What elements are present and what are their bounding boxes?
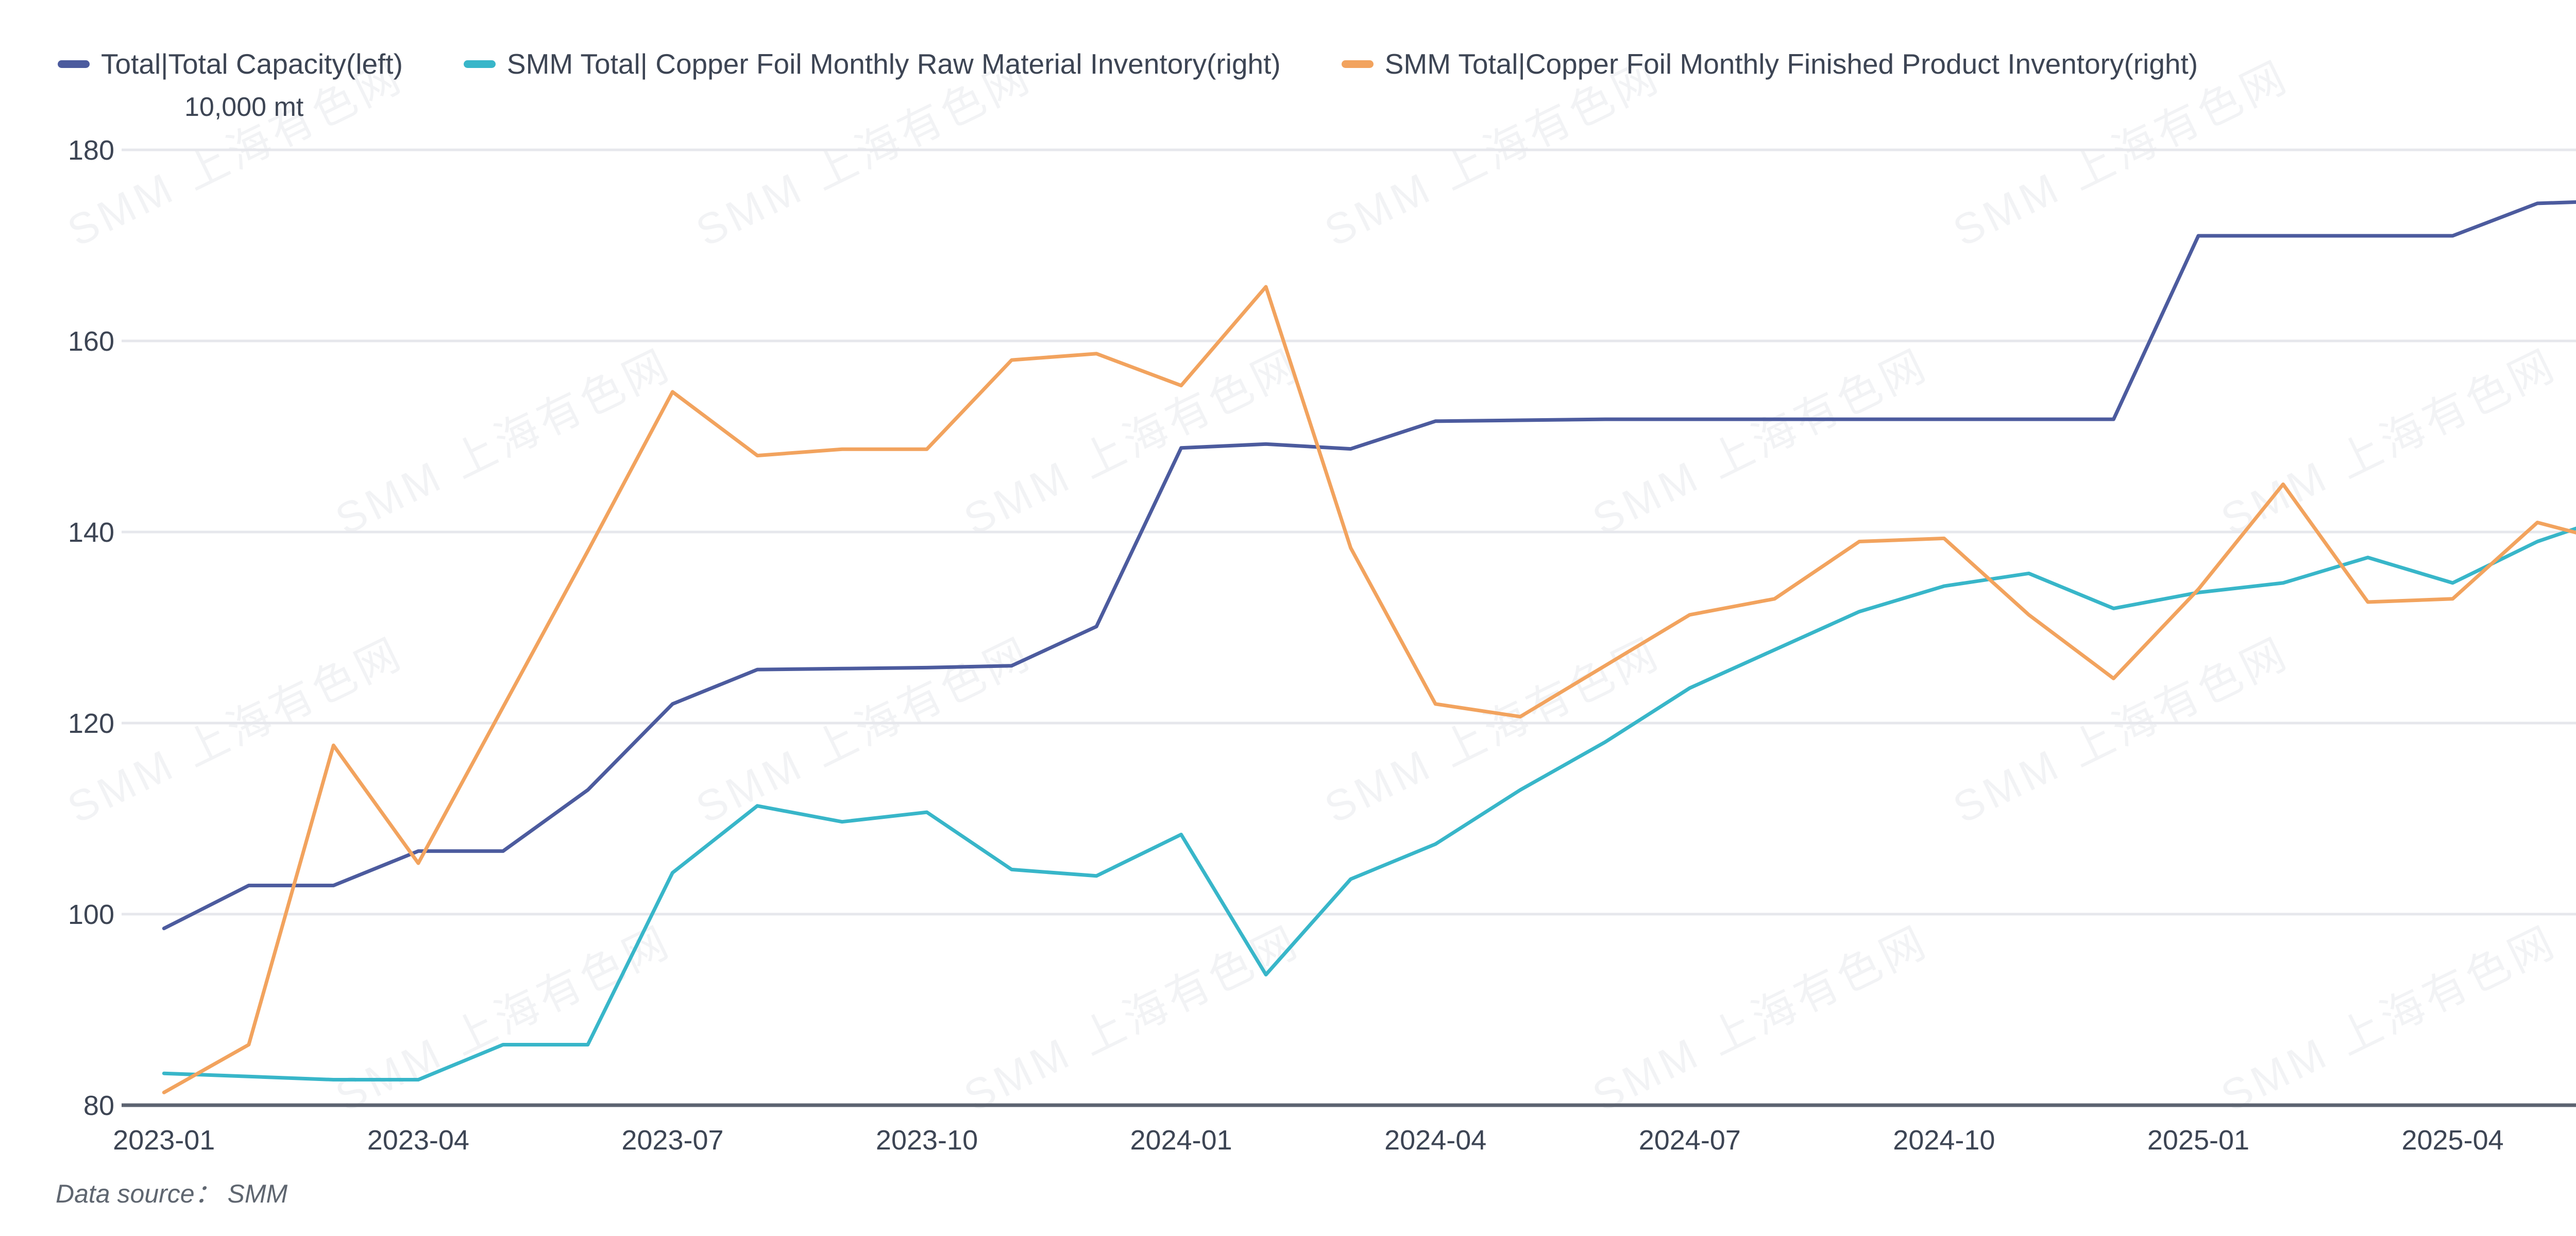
watermark: SMM 上海有色网 <box>2214 917 2565 1121</box>
legend-swatch-total-capacity <box>58 60 90 68</box>
x-axis-label: 2025-01 <box>2147 1125 2249 1156</box>
watermark: SMM 上海有色网 <box>689 52 1040 255</box>
watermark: SMM 上海有色网 <box>328 340 679 544</box>
left-axis-unit-label: 10,000 mt <box>184 92 304 122</box>
x-axis-label: 2024-10 <box>1893 1125 1995 1156</box>
y-axis-label-left: 120 <box>68 708 114 739</box>
watermark: SMM 上海有色网 <box>1946 52 2297 255</box>
legend: Total|Total Capacity(left) SMM Total| Co… <box>58 47 2198 80</box>
watermark: SMM 上海有色网 <box>689 628 1040 832</box>
watermark: SMM 上海有色网 <box>1585 340 1936 544</box>
watermark: SMM 上海有色网 <box>957 917 1308 1121</box>
watermark: SMM 上海有色网 <box>957 340 1308 544</box>
legend-swatch-raw-material-inventory <box>463 60 496 68</box>
legend-item-finished-product-inventory[interactable]: SMM Total|Copper Foil Monthly Finished P… <box>1341 47 2198 80</box>
legend-label-raw-material-inventory: SMM Total| Copper Foil Monthly Raw Mater… <box>506 48 1281 80</box>
y-axis-label-left: 140 <box>68 517 114 548</box>
x-axis-label: 2023-07 <box>621 1125 723 1156</box>
legend-swatch-finished-product-inventory <box>1341 60 1374 68</box>
x-axis-label: 2024-01 <box>1130 1125 1232 1156</box>
y-axis-label-left: 160 <box>68 326 114 357</box>
y-axis-label-left: 180 <box>68 135 114 166</box>
watermark: SMM 上海有色网 <box>328 917 679 1121</box>
legend-item-total-capacity[interactable]: Total|Total Capacity(left) <box>58 47 403 80</box>
x-axis-label: 2025-04 <box>2401 1125 2503 1156</box>
watermark: SMM 上海有色网 <box>1585 917 1936 1121</box>
series-line-2[interactable] <box>162 285 2576 1094</box>
x-axis-label: 2024-07 <box>1639 1125 1741 1156</box>
series-line-0[interactable] <box>162 191 2576 931</box>
watermark: SMM 上海有色网 <box>1946 628 2297 832</box>
legend-label-finished-product-inventory: SMM Total|Copper Foil Monthly Finished P… <box>1384 48 2198 80</box>
data-source: Data source： SMM <box>56 1179 288 1208</box>
x-axis-label: 2023-10 <box>876 1125 978 1156</box>
watermark: SMM 上海有色网 <box>1317 52 1668 255</box>
x-axis-label: 2023-04 <box>367 1125 469 1156</box>
legend-label-total-capacity: Total|Total Capacity(left) <box>101 48 403 80</box>
x-axis-label: 2023-01 <box>113 1125 215 1156</box>
legend-item-raw-material-inventory[interactable]: SMM Total| Copper Foil Monthly Raw Mater… <box>463 47 1281 80</box>
x-axis-label: 2024-04 <box>1384 1125 1486 1156</box>
y-axis-label-left: 100 <box>68 899 114 930</box>
y-axis-label-left: 80 <box>83 1090 114 1121</box>
watermark: SMM 上海有色网 <box>2214 340 2565 544</box>
